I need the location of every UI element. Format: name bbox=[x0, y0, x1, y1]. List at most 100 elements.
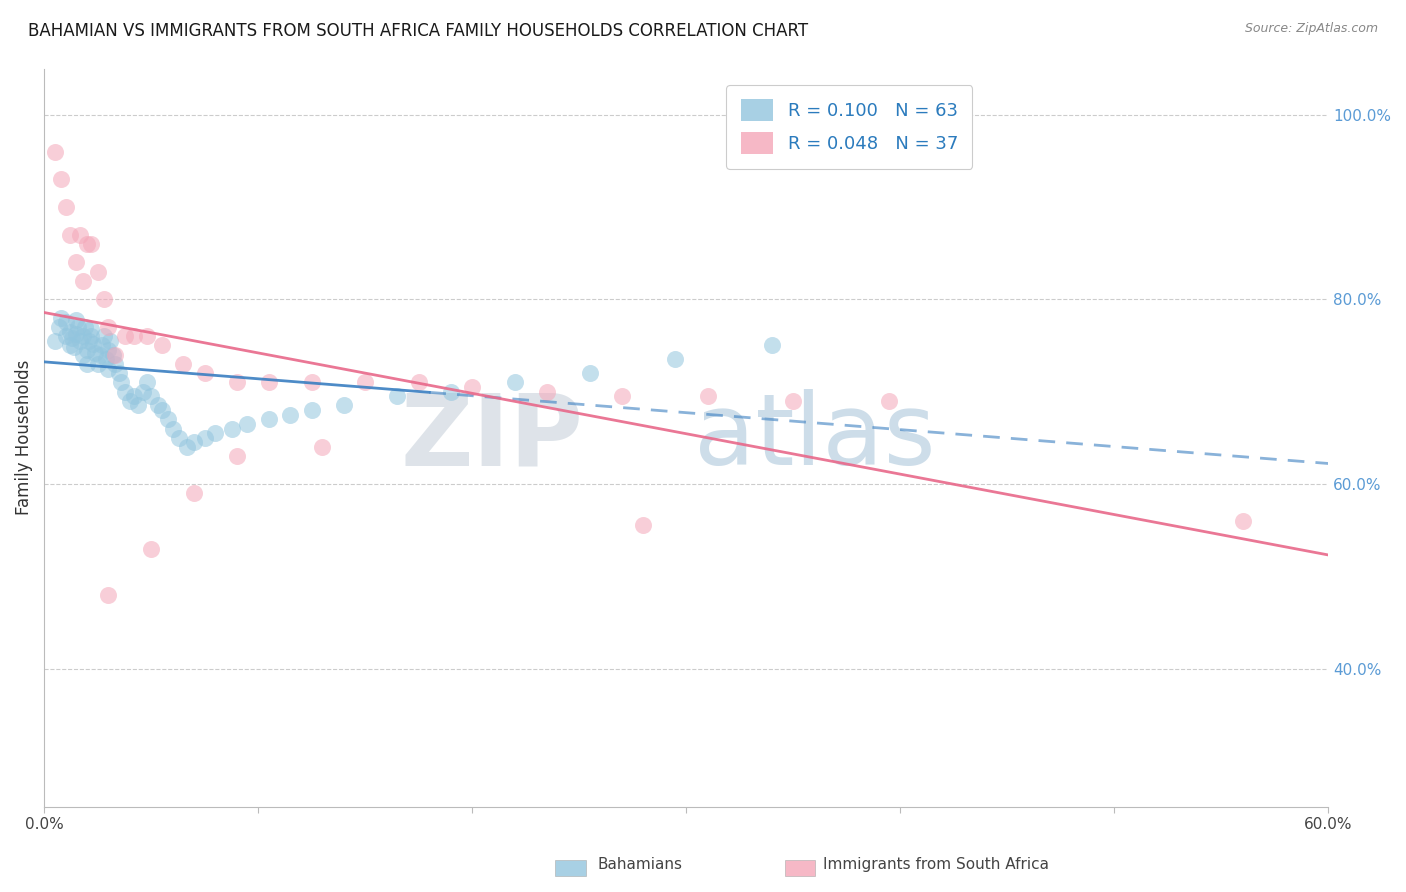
Point bbox=[696, 389, 718, 403]
Point bbox=[127, 399, 149, 413]
Point bbox=[96, 352, 118, 367]
Point bbox=[139, 389, 162, 403]
Point bbox=[301, 403, 323, 417]
Point bbox=[55, 329, 77, 343]
Point bbox=[221, 421, 243, 435]
Point bbox=[59, 227, 82, 242]
Point bbox=[100, 334, 122, 348]
Text: atlas: atlas bbox=[693, 389, 935, 486]
Point bbox=[80, 236, 103, 251]
Point bbox=[118, 393, 141, 408]
Legend: R = 0.100   N = 63, R = 0.048   N = 37: R = 0.100 N = 63, R = 0.048 N = 37 bbox=[727, 85, 973, 169]
Point bbox=[194, 366, 217, 380]
Point bbox=[122, 389, 145, 403]
Point bbox=[97, 361, 120, 376]
Point bbox=[782, 393, 804, 408]
Point bbox=[150, 338, 173, 352]
Point bbox=[387, 389, 409, 403]
Point bbox=[135, 329, 157, 343]
Point bbox=[110, 376, 132, 390]
Point bbox=[108, 366, 131, 380]
Point bbox=[93, 329, 115, 343]
Point bbox=[278, 408, 301, 422]
Point bbox=[1232, 514, 1254, 528]
Point bbox=[76, 357, 98, 371]
Point bbox=[97, 343, 120, 357]
Point bbox=[157, 412, 180, 426]
Point bbox=[301, 376, 323, 390]
Point bbox=[104, 357, 127, 371]
Point bbox=[44, 145, 66, 159]
Point bbox=[408, 376, 430, 390]
Point bbox=[664, 352, 686, 367]
Point bbox=[204, 426, 226, 441]
Point bbox=[51, 310, 73, 325]
Point bbox=[89, 348, 111, 362]
Point bbox=[86, 357, 108, 371]
Point bbox=[59, 338, 82, 352]
Point bbox=[172, 357, 194, 371]
Point bbox=[97, 588, 120, 602]
Point bbox=[879, 393, 901, 408]
Point bbox=[101, 348, 124, 362]
Point bbox=[90, 338, 112, 352]
Point bbox=[67, 320, 90, 334]
Point bbox=[579, 366, 602, 380]
Point bbox=[63, 340, 86, 354]
Point bbox=[51, 172, 73, 186]
Point bbox=[536, 384, 558, 399]
Point bbox=[131, 384, 153, 399]
Point bbox=[354, 376, 377, 390]
Point bbox=[69, 334, 91, 348]
Text: Immigrants from South Africa: Immigrants from South Africa bbox=[823, 857, 1049, 872]
Point bbox=[114, 329, 136, 343]
Point bbox=[55, 200, 77, 214]
Point bbox=[146, 399, 169, 413]
Point bbox=[44, 334, 66, 348]
Point bbox=[461, 380, 484, 394]
Point bbox=[150, 403, 173, 417]
Point bbox=[761, 338, 783, 352]
Point bbox=[139, 541, 162, 556]
Point bbox=[97, 320, 120, 334]
Point bbox=[65, 255, 87, 269]
Point bbox=[82, 336, 104, 351]
Point bbox=[76, 236, 98, 251]
Point bbox=[167, 431, 190, 445]
Point bbox=[65, 327, 87, 342]
Text: Bahamians: Bahamians bbox=[598, 857, 682, 872]
Point bbox=[183, 435, 205, 450]
Point bbox=[80, 329, 103, 343]
Point bbox=[104, 348, 127, 362]
Point bbox=[225, 449, 247, 463]
Text: ZIP: ZIP bbox=[401, 389, 583, 486]
Point bbox=[610, 389, 633, 403]
Point bbox=[503, 376, 526, 390]
Point bbox=[84, 346, 107, 360]
Point bbox=[440, 384, 463, 399]
Point bbox=[69, 227, 91, 242]
Point bbox=[633, 518, 655, 533]
Point bbox=[60, 331, 83, 345]
Point bbox=[122, 329, 145, 343]
Point bbox=[55, 315, 77, 329]
Point bbox=[257, 376, 280, 390]
Point bbox=[59, 325, 82, 339]
Text: BAHAMIAN VS IMMIGRANTS FROM SOUTH AFRICA FAMILY HOUSEHOLDS CORRELATION CHART: BAHAMIAN VS IMMIGRANTS FROM SOUTH AFRICA… bbox=[28, 22, 808, 40]
Point bbox=[257, 412, 280, 426]
Point bbox=[93, 293, 115, 307]
Point bbox=[176, 440, 198, 454]
Point bbox=[311, 440, 333, 454]
Point bbox=[72, 348, 94, 362]
Point bbox=[73, 320, 96, 334]
Point bbox=[72, 274, 94, 288]
Point bbox=[225, 376, 247, 390]
Point bbox=[236, 417, 259, 431]
Point bbox=[194, 431, 217, 445]
Point bbox=[80, 322, 103, 336]
Point bbox=[183, 486, 205, 500]
Y-axis label: Family Households: Family Households bbox=[15, 360, 32, 516]
Point bbox=[332, 399, 354, 413]
Point bbox=[162, 421, 184, 435]
Text: Source: ZipAtlas.com: Source: ZipAtlas.com bbox=[1244, 22, 1378, 36]
